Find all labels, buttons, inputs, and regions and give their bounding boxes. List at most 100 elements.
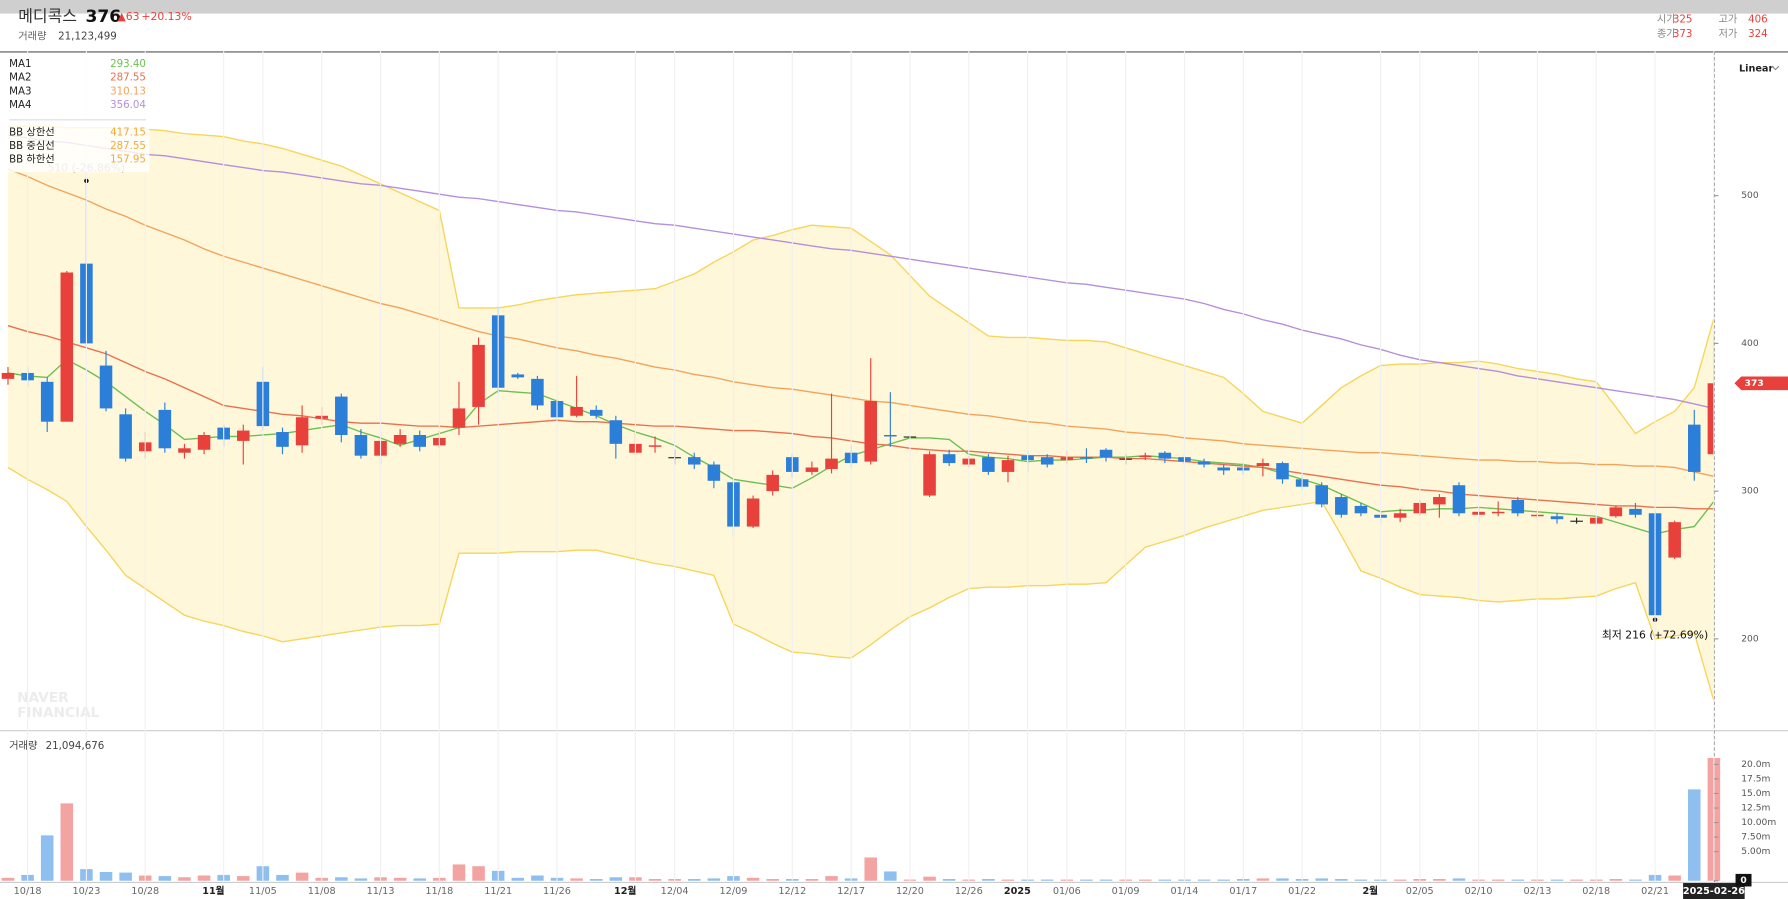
x-tick-label: 12/20 (896, 886, 924, 897)
stock-name: 메디콕스 (18, 7, 77, 26)
candle-body (1217, 467, 1230, 471)
stat-value: 406 (1748, 13, 1768, 25)
volume-bar (1688, 789, 1701, 881)
volume-bar (1433, 879, 1446, 881)
x-tick-label: 2025-02-26 (1683, 886, 1745, 897)
candle-body (923, 454, 936, 496)
volume-bar (982, 879, 995, 881)
x-tick-label: 11/21 (484, 886, 512, 897)
volume-tick-label: 20.0m (1741, 760, 1770, 770)
legend-name: MA1 (9, 58, 31, 70)
volume-bar (60, 803, 74, 881)
candle-body (1080, 457, 1093, 459)
candle-body (1668, 522, 1681, 558)
volume-bar (1491, 879, 1505, 881)
volume-bar (609, 877, 623, 881)
volume-panel-total: 21,094,676 (46, 740, 105, 752)
stat-label: 종가 (1657, 28, 1676, 40)
legend-name: BB 하한선 (9, 153, 55, 166)
volume-bar (119, 872, 132, 881)
volume-bar (864, 857, 878, 881)
candle-body (1393, 513, 1407, 518)
volume-bar (158, 876, 172, 881)
top-border (0, 0, 1788, 14)
volume-bar (805, 879, 819, 881)
volume-bar (746, 877, 760, 881)
volume-bar (707, 878, 721, 881)
scale-toggle[interactable]: Linear (1739, 63, 1773, 74)
volume-bar (923, 876, 936, 881)
volume-bar (1158, 879, 1172, 881)
candle-body (1433, 497, 1446, 505)
x-tick-label: 11/05 (249, 886, 277, 897)
volume-bar (589, 879, 603, 881)
candle-body (1629, 508, 1642, 515)
candle-body (531, 378, 544, 406)
volume-bar (40, 835, 54, 881)
legend-name: MA3 (9, 85, 31, 97)
price-change-pct: +20.13% (141, 10, 191, 23)
x-tick-label: 01/14 (1171, 886, 1199, 897)
candle-body (197, 434, 211, 450)
overlay-line (7, 134, 1714, 410)
candle-body (237, 430, 250, 441)
candle-body (295, 417, 309, 446)
volume-bar (1040, 879, 1054, 881)
candle-body (178, 448, 191, 453)
legend-value: 293.40 (110, 58, 146, 70)
candle-body (119, 414, 132, 459)
stat-value: 325 (1673, 13, 1693, 25)
x-tick-label: 12/12 (778, 886, 806, 897)
volume-tick-label: 10.00m (1741, 818, 1776, 828)
volume-bar (1668, 875, 1681, 881)
price-plot: 510 (-26.86%)최저 216 (+72.69%) (1, 125, 1714, 702)
volume-tick-label: 5.00m (1741, 847, 1770, 857)
volume-bar (1080, 879, 1093, 881)
candle-body (1138, 455, 1152, 458)
volume-bar (276, 874, 289, 881)
volume-bar (452, 864, 466, 881)
candle-body (60, 272, 74, 422)
volume-bar (531, 875, 544, 881)
legend-bg (0, 53, 150, 173)
x-tick-label: 12/17 (837, 886, 865, 897)
candle-body (1707, 383, 1714, 455)
volume-bar (1, 877, 15, 881)
candle-body (452, 408, 466, 428)
x-tick-label: 2025 (1004, 886, 1031, 897)
volume-bar (472, 866, 485, 881)
watermark: FINANCIAL (17, 705, 100, 721)
x-tick-label: 01/09 (1112, 886, 1140, 897)
candle-body (1491, 511, 1505, 514)
candle-body (1452, 485, 1466, 514)
x-tick-label: 12월 (614, 885, 636, 897)
volume-bar (295, 872, 309, 881)
overlay-line (7, 325, 1714, 510)
y-tick-label: 500 (1741, 191, 1759, 201)
volume-bar (1511, 879, 1525, 881)
candle-body (1099, 449, 1113, 458)
header-bg (0, 13, 1788, 52)
volume-tick-label: 12.5m (1741, 804, 1770, 814)
volume-caption: 거래량 (18, 31, 47, 43)
stat-label: 고가 (1718, 13, 1737, 25)
y-tick-label: 200 (1741, 634, 1759, 644)
candle-body (1040, 457, 1054, 465)
x-tick-label: 11/18 (425, 886, 453, 897)
volume-panel-caption: 거래량 (9, 740, 38, 752)
volume-bar (354, 878, 368, 881)
y-tick-label: 300 (1741, 487, 1759, 497)
legend-name: MA4 (9, 99, 31, 111)
x-tick-label: 11월 (202, 885, 224, 897)
candle-body (609, 420, 623, 444)
volume-plot (1, 757, 1721, 881)
volume-bar (1609, 879, 1623, 881)
candle-body (335, 396, 348, 435)
scale-chevron[interactable] (1771, 65, 1780, 71)
candle-body (884, 434, 897, 437)
volume-bar (1629, 879, 1642, 881)
volume-bar (1354, 879, 1368, 881)
x-tick-label: 02/10 (1465, 886, 1493, 897)
candle-body (982, 457, 995, 472)
volume-bar (766, 879, 779, 881)
